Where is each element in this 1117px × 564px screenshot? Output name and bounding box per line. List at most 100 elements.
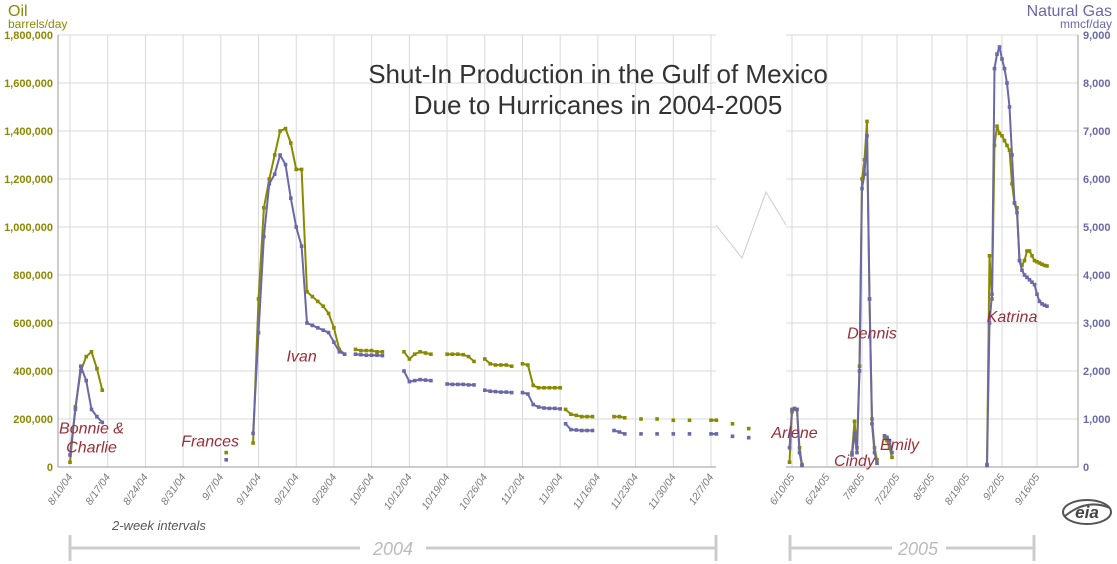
- oil-data-point: [305, 290, 309, 294]
- gas-data-point: [850, 453, 854, 457]
- gas-data-point: [423, 378, 428, 382]
- oil-axis-tick-label: 0: [47, 462, 53, 474]
- oil-data-point: [865, 119, 869, 124]
- gas-data-point: [89, 407, 94, 412]
- oil-data-point: [310, 294, 315, 299]
- gas-data-point: [787, 446, 792, 450]
- oil-data-point: [1020, 263, 1024, 268]
- gas-data-point: [797, 450, 802, 455]
- oil-data-point: [1002, 138, 1007, 143]
- oil-data-point: [1025, 249, 1029, 253]
- gas-data-point: [857, 369, 862, 373]
- oil-axis-tick-label: 1,000,000: [4, 222, 53, 234]
- oil-data-point: [359, 348, 363, 353]
- gas-data-point: [1005, 81, 1009, 85]
- gas-data-point: [612, 428, 616, 433]
- oil-data-point: [294, 167, 298, 172]
- gas-axis-tick-label: 3,000: [1083, 318, 1111, 330]
- gas-data-point: [709, 432, 713, 436]
- oil-data-point: [746, 426, 751, 431]
- gas-data-point: [1037, 299, 1042, 304]
- gas-data-point: [283, 162, 288, 167]
- gas-data-point: [995, 52, 999, 56]
- gas-data-point: [402, 369, 406, 373]
- oil-data-point: [542, 386, 546, 390]
- oil-data-point: [337, 347, 342, 352]
- oil-data-point: [353, 347, 358, 352]
- oil-data-point: [289, 141, 293, 145]
- gas-data-point: [337, 350, 342, 354]
- gas-data-point: [887, 438, 892, 443]
- x-tick-label: 11/30/04: [646, 472, 679, 512]
- gas-data-point: [872, 450, 877, 455]
- oil-data-point: [224, 450, 228, 455]
- oil-data-point: [563, 407, 568, 412]
- oil-data-point: [639, 417, 643, 421]
- oil-data-point: [407, 357, 412, 361]
- oil-data-point: [299, 167, 304, 172]
- oil-data-point: [520, 362, 525, 366]
- grid-lines: [58, 34, 1078, 468]
- oil-data-point: [655, 417, 659, 421]
- gas-data-point: [870, 422, 874, 426]
- oil-data-point: [1032, 258, 1037, 263]
- gas-data-point: [1042, 303, 1047, 307]
- oil-data-point: [730, 422, 735, 426]
- oil-data-point: [590, 414, 595, 419]
- oil-data-point: [1035, 260, 1039, 264]
- gas-data-point: [623, 432, 627, 436]
- chart-title-line-1: Shut-In Production in the Gulf of Mexico: [368, 59, 828, 89]
- x-tick-label: 9/21/04: [272, 472, 302, 508]
- hurricane-label: Emily: [880, 437, 920, 454]
- gas-axis-tick-label: 8,000: [1083, 78, 1111, 90]
- x-tick-label: 10/26/04: [457, 472, 490, 512]
- gas-data-point: [412, 378, 417, 383]
- gas-data-point: [1040, 302, 1044, 306]
- eia-logo-ring: [1062, 499, 1112, 525]
- oil-data-point: [402, 350, 406, 354]
- gas-data-point: [488, 389, 492, 393]
- gas-axis-tick-label: 6,000: [1083, 174, 1111, 186]
- oil-data-point: [423, 351, 428, 355]
- gas-data-point: [526, 392, 530, 396]
- gas-data-point: [687, 432, 692, 436]
- gas-data-point: [509, 390, 514, 395]
- gas-data-point: [862, 172, 867, 176]
- x-tick-label: 11/23/04: [608, 472, 641, 512]
- gas-data-point: [278, 153, 282, 157]
- gas-data-point: [865, 134, 869, 138]
- gas-data-point: [224, 458, 228, 462]
- gas-data-point: [997, 45, 1002, 49]
- axis-break-zigzag: [715, 190, 787, 260]
- oil-data-point: [787, 460, 792, 464]
- gas-data-point: [1045, 304, 1049, 308]
- gas-data-point: [882, 434, 887, 438]
- oil-axis-tick-label: 600,000: [13, 318, 53, 330]
- gas-data-point: [547, 406, 552, 411]
- gas-data-point: [875, 461, 879, 465]
- oil-data-point: [553, 386, 557, 390]
- oil-data-point: [321, 304, 325, 308]
- gas-data-point: [364, 353, 369, 357]
- gas-data-point: [1017, 258, 1022, 263]
- oil-data-point: [1040, 262, 1044, 266]
- x-tick-label: 11/2/04: [498, 472, 528, 507]
- oil-data-point: [429, 352, 433, 356]
- gas-data-point: [256, 330, 261, 335]
- gas-data-point: [1030, 280, 1034, 284]
- oil-data-point: [316, 299, 320, 304]
- left-axis-unit: barrels/day: [8, 17, 67, 31]
- gas-data-point: [504, 390, 509, 394]
- gas-data-point: [855, 450, 859, 455]
- oil-data-point: [272, 153, 277, 157]
- oil-data-point: [882, 436, 887, 440]
- oil-data-point: [1037, 261, 1042, 265]
- x-tick-label: 9/7/04: [200, 472, 227, 503]
- gas-data-point: [563, 422, 568, 426]
- gas-data-point: [569, 427, 573, 432]
- gas-data-point: [860, 186, 864, 191]
- eia-logo-swoosh: [1064, 503, 1111, 517]
- gas-axis-tick-label: 4,000: [1083, 270, 1111, 282]
- gas-data-point: [536, 405, 541, 409]
